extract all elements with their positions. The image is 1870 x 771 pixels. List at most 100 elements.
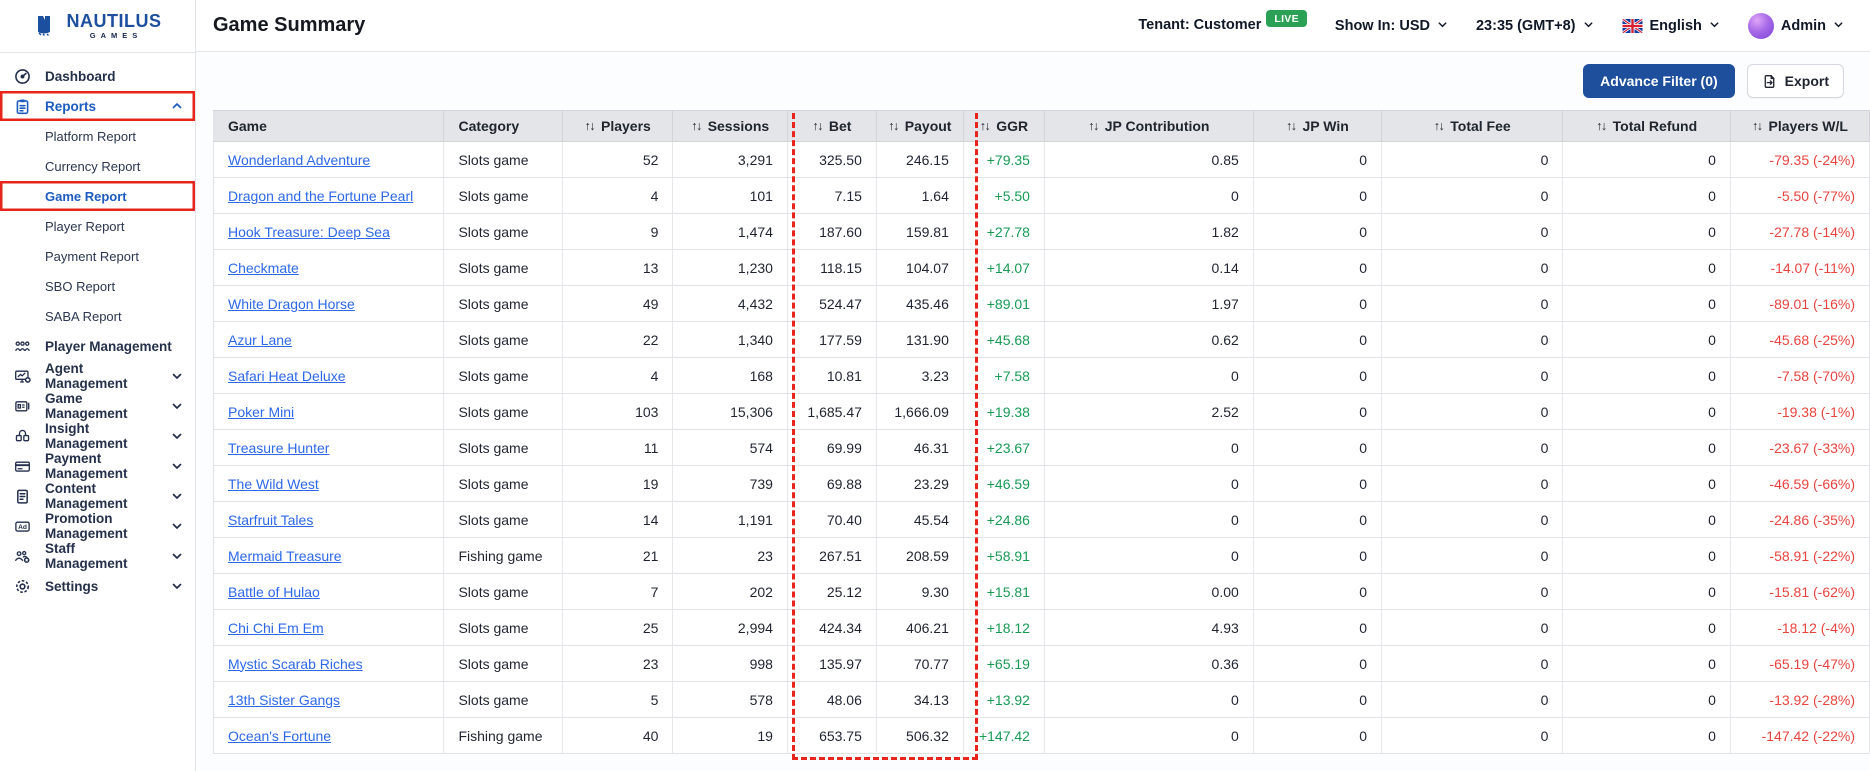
- game-link[interactable]: Dragon and the Fortune Pearl: [228, 187, 414, 204]
- cell-players: 9: [562, 214, 674, 250]
- column-header-players[interactable]: ↑↓ Players: [562, 111, 674, 142]
- cell-sessions: 168: [673, 358, 788, 394]
- cell-total_refund: 0: [1563, 574, 1731, 610]
- sidebar-item-game-management[interactable]: Game Management: [0, 391, 195, 421]
- sidebar-item-reports[interactable]: Reports: [0, 91, 195, 121]
- cell-total_refund: 0: [1563, 322, 1731, 358]
- chevron-up-icon: [171, 100, 183, 112]
- cell-category: Slots game: [444, 502, 563, 538]
- cell-game: Mermaid Treasure: [213, 538, 445, 574]
- game-link[interactable]: Checkmate: [228, 259, 299, 276]
- nautilus-logo[interactable]: NAUTILUS GAMES: [0, 0, 195, 53]
- cell-bet: 424.34: [787, 610, 877, 646]
- column-header-jp_win[interactable]: ↑↓ JP Win: [1253, 111, 1383, 142]
- cell-players_wl: -19.38 (-1%): [1730, 394, 1870, 430]
- sidebar-item-agent-management[interactable]: Agent Management: [0, 361, 195, 391]
- table-toolbar: Advance Filter (0) Export: [196, 52, 1870, 110]
- game-link[interactable]: The Wild West: [228, 475, 319, 492]
- payment-management-icon: [14, 458, 31, 475]
- cell-players_wl: -13.92 (-28%): [1730, 682, 1870, 718]
- sidebar-item-currency-report[interactable]: Currency Report: [0, 151, 195, 181]
- game-link[interactable]: Wonderland Adventure: [228, 151, 371, 168]
- show-in-dropdown[interactable]: Show In: USD: [1335, 18, 1448, 34]
- sort-icon: ↑↓: [691, 119, 702, 133]
- sidebar-item-promotion-management[interactable]: Ad Promotion Management: [0, 511, 195, 541]
- game-link[interactable]: Ocean's Fortune: [228, 727, 332, 744]
- column-header-total_fee[interactable]: ↑↓ Total Fee: [1382, 111, 1564, 142]
- cell-sessions: 101: [673, 178, 788, 214]
- table-row: Wonderland Adventure Slots game 52 3,291 325…: [213, 142, 1870, 178]
- chevron-down-icon: [171, 400, 183, 412]
- cell-jp_win: 0: [1253, 466, 1383, 502]
- content-management-icon: [14, 488, 31, 505]
- game-link[interactable]: Mystic Scarab Riches: [228, 655, 363, 672]
- sidebar-item-dashboard[interactable]: Dashboard: [0, 61, 195, 91]
- cell-game: Starfruit Tales: [213, 502, 445, 538]
- sidebar-item-settings[interactable]: Settings: [0, 571, 195, 601]
- column-header-jp_contribution[interactable]: ↑↓ JP Contribution: [1044, 111, 1254, 142]
- column-label: Sessions: [707, 118, 770, 134]
- column-header-players_wl[interactable]: ↑↓ Players W/L: [1730, 111, 1870, 142]
- sidebar-item-player-management[interactable]: Player Management: [0, 331, 195, 361]
- brand-name: NAUTILUS: [66, 11, 162, 32]
- admin-menu[interactable]: Admin: [1747, 12, 1844, 39]
- sidebar-item-game-report[interactable]: Game Report: [0, 181, 195, 211]
- cell-ggr: +14.07: [963, 250, 1045, 286]
- sidebar-item-payment-management[interactable]: Payment Management: [0, 451, 195, 481]
- game-link[interactable]: Poker Mini: [228, 403, 295, 420]
- cell-total_fee: 0: [1382, 538, 1564, 574]
- column-header-sessions[interactable]: ↑↓ Sessions: [673, 111, 788, 142]
- cell-game: Battle of Hulao: [213, 574, 445, 610]
- sidebar-item-label: Payment Report: [45, 248, 139, 264]
- cell-game: The Wild West: [213, 466, 445, 502]
- game-link[interactable]: Mermaid Treasure: [228, 547, 342, 564]
- sidebar-item-content-management[interactable]: Content Management: [0, 481, 195, 511]
- sidebar-item-insight-management[interactable]: Insight Management: [0, 421, 195, 451]
- timezone-dropdown[interactable]: 23:35 (GMT+8): [1476, 18, 1594, 34]
- table-row: Treasure Hunter Slots game 11 574 69.99 46.31…: [213, 430, 1870, 466]
- cell-category: Fishing game: [444, 538, 563, 574]
- cell-jp_contribution: 0.36: [1044, 646, 1254, 682]
- tenant-indicator: Tenant: Customer LIVE: [1138, 10, 1307, 34]
- advance-filter-button[interactable]: Advance Filter (0): [1583, 64, 1735, 98]
- cell-jp_win: 0: [1253, 538, 1383, 574]
- sidebar-item-staff-management[interactable]: Staff Management: [0, 541, 195, 571]
- game-link[interactable]: White Dragon Horse: [228, 295, 355, 312]
- column-header-ggr[interactable]: ↑↓ GGR: [963, 111, 1045, 142]
- cell-category: Slots game: [444, 394, 563, 430]
- cell-ggr: +46.59: [963, 466, 1045, 502]
- game-link[interactable]: Chi Chi Em Em: [228, 619, 324, 636]
- sidebar-item-sbo-report[interactable]: SBO Report: [0, 271, 195, 301]
- cell-bet: 69.99: [787, 430, 877, 466]
- cell-jp_contribution: 0: [1044, 430, 1254, 466]
- chevron-down-icon: [171, 580, 183, 592]
- game-link[interactable]: Battle of Hulao: [228, 583, 320, 600]
- sidebar-item-payment-report[interactable]: Payment Report: [0, 241, 195, 271]
- language-dropdown[interactable]: English: [1621, 18, 1720, 34]
- sidebar-item-platform-report[interactable]: Platform Report: [0, 121, 195, 151]
- column-header-bet[interactable]: ↑↓ Bet: [787, 111, 877, 142]
- game-link[interactable]: Starfruit Tales: [228, 511, 314, 528]
- sidebar-item-player-report[interactable]: Player Report: [0, 211, 195, 241]
- cell-total_refund: 0: [1563, 142, 1731, 178]
- game-link[interactable]: Azur Lane: [228, 331, 292, 348]
- column-header-payout[interactable]: ↑↓ Payout: [876, 111, 964, 142]
- cell-jp_contribution: 0: [1044, 682, 1254, 718]
- column-header-total_refund[interactable]: ↑↓ Total Refund: [1563, 111, 1731, 142]
- cell-total_fee: 0: [1382, 646, 1564, 682]
- game-summary-table-zone: Game Category ↑↓ Players ↑↓ Sessions ↑↓ Bet ↑↓ Pa…: [213, 110, 1870, 771]
- sidebar-item-saba-report[interactable]: SABA Report: [0, 301, 195, 331]
- cell-jp_win: 0: [1253, 574, 1383, 610]
- game-link[interactable]: Hook Treasure: Deep Sea: [228, 223, 390, 240]
- cell-jp_win: 0: [1253, 358, 1383, 394]
- game-link[interactable]: 13th Sister Gangs: [228, 691, 341, 708]
- tenant-label: Tenant: Customer: [1138, 17, 1262, 33]
- cell-players_wl: -45.68 (-25%): [1730, 322, 1870, 358]
- cell-bet: 69.88: [787, 466, 877, 502]
- insight-management-icon: [14, 428, 31, 445]
- cell-total_refund: 0: [1563, 538, 1731, 574]
- game-link[interactable]: Treasure Hunter: [228, 439, 330, 456]
- export-button[interactable]: Export: [1746, 64, 1844, 98]
- game-link[interactable]: Safari Heat Deluxe: [228, 367, 346, 384]
